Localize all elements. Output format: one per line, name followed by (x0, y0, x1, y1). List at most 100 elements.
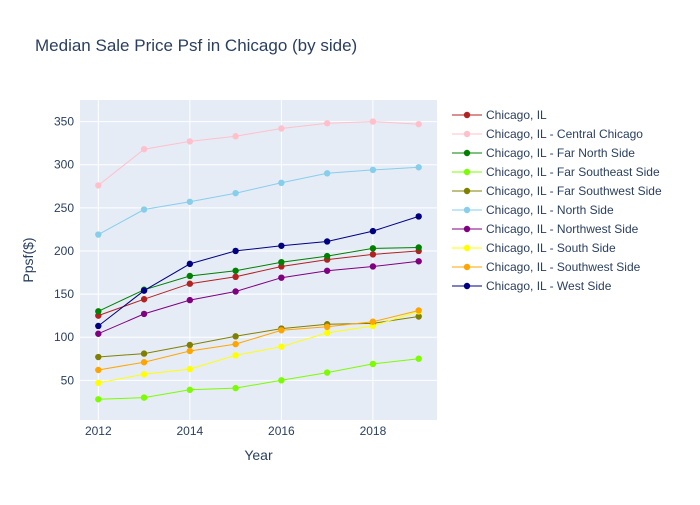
data-point (95, 330, 102, 337)
series (95, 307, 422, 374)
data-point (278, 179, 285, 187)
data-point (95, 353, 102, 361)
data-point (415, 120, 422, 128)
data-point (95, 366, 102, 374)
data-point (278, 377, 285, 384)
legend-marker (463, 225, 471, 233)
data-point (232, 384, 239, 392)
plot-area (80, 100, 437, 420)
data-point (232, 273, 239, 281)
legend-item[interactable]: Chicago, IL (452, 108, 547, 122)
series-line (98, 166, 419, 236)
series (95, 355, 422, 403)
data-point (232, 288, 239, 295)
series-line (98, 260, 419, 335)
legend-marker (463, 187, 471, 195)
data-point (95, 182, 102, 189)
series (95, 244, 422, 315)
data-point (140, 310, 148, 318)
series-line (98, 310, 419, 371)
legend-item[interactable]: Chicago, IL - Far Southeast Side (452, 165, 660, 179)
data-point (323, 170, 331, 177)
y-axis-label: Ppsf($) (20, 237, 36, 282)
data-point (415, 164, 422, 171)
data-point (323, 267, 331, 274)
data-point (278, 125, 285, 132)
legend-marker (463, 282, 471, 290)
data-point (415, 213, 422, 220)
series-line (97, 215, 419, 327)
data-point (140, 206, 148, 213)
legend: Chicago, IL Chicago, IL - Central Chicago… (452, 108, 662, 293)
x-tick-label: 2012 (85, 424, 112, 438)
data-point (232, 340, 239, 348)
data-point (415, 258, 422, 265)
y-tick-label: 200 (54, 244, 74, 258)
data-point (278, 258, 285, 266)
legend-label: Chicago, IL - Northwest Side (486, 222, 639, 236)
series-line (98, 316, 419, 358)
legend-marker (463, 206, 471, 214)
data-point (278, 343, 285, 350)
legend-label: Chicago, IL - West Side (486, 279, 612, 293)
data-point (278, 274, 285, 281)
data-point (186, 341, 194, 349)
data-point (95, 231, 102, 238)
data-point (95, 308, 102, 315)
series-lines (95, 118, 422, 403)
data-point (323, 120, 331, 127)
legend-item[interactable]: Chicago, IL - West Side (452, 279, 612, 293)
data-point (186, 138, 194, 145)
data-point (186, 386, 194, 394)
y-tick-label: 50 (61, 373, 75, 387)
chart-title: Median Sale Price Psf in Chicago (by sid… (35, 36, 357, 55)
data-point (232, 133, 239, 140)
legend-item[interactable]: Chicago, IL - South Side (452, 241, 616, 255)
legend-marker (463, 130, 471, 138)
legend-item[interactable]: Chicago, IL - North Side (452, 203, 614, 217)
y-tick-label: 100 (54, 330, 74, 344)
legend-item[interactable]: Chicago, IL - Northwest Side (452, 222, 639, 236)
x-tick-label: 2014 (176, 424, 203, 438)
data-point (369, 318, 377, 325)
data-point (186, 272, 194, 280)
series (95, 118, 422, 189)
legend-item[interactable]: Chicago, IL - Southwest Side (452, 260, 641, 274)
data-point (323, 252, 331, 260)
legend-item[interactable]: Chicago, IL - Far Southwest Side (452, 184, 662, 198)
data-point (186, 260, 194, 268)
legend-item[interactable]: Chicago, IL - Central Chicago (452, 127, 643, 141)
data-point (369, 360, 377, 368)
x-axis-label: Year (244, 447, 273, 463)
legend-marker (463, 111, 471, 119)
legend-label: Chicago, IL - Central Chicago (486, 127, 643, 141)
data-point (232, 333, 239, 340)
data-point (140, 394, 148, 401)
data-point (323, 329, 331, 337)
data-point (140, 145, 148, 153)
y-tick-label: 250 (54, 201, 74, 215)
y-tick-label: 300 (54, 158, 74, 172)
data-point (186, 296, 194, 304)
legend-marker (463, 149, 471, 157)
data-point (140, 287, 148, 294)
data-point (232, 247, 239, 255)
data-point (95, 322, 102, 330)
legend-marker (463, 263, 471, 271)
data-point (232, 352, 239, 359)
data-point (323, 323, 331, 331)
data-point (369, 118, 377, 125)
legend-item[interactable]: Chicago, IL - Far North Side (452, 146, 635, 160)
data-point (415, 244, 422, 251)
series-line (98, 250, 419, 317)
legend-label: Chicago, IL - South Side (486, 241, 616, 255)
y-axis-ticks: 50 100 150 200 250 300 350 (54, 115, 74, 388)
legend-label: Chicago, IL (486, 108, 547, 122)
series-line (98, 247, 419, 312)
series (95, 213, 422, 330)
data-point (140, 296, 148, 303)
legend-label: Chicago, IL - North Side (486, 203, 614, 217)
data-point (232, 267, 239, 274)
